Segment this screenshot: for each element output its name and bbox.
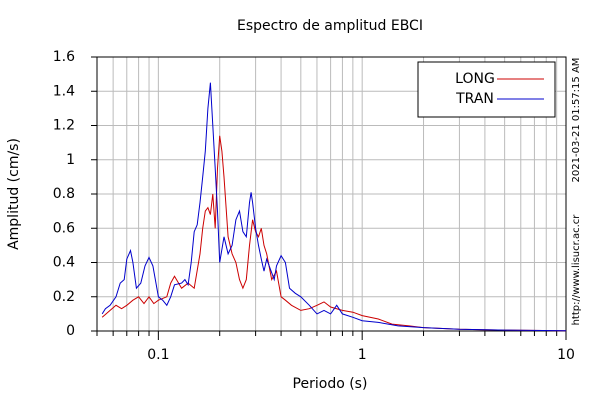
y-tick-label: 0.8: [53, 186, 75, 202]
plot-frame: [96, 56, 567, 332]
y-tick-label: 0.2: [53, 289, 75, 305]
legend-label: LONG: [455, 71, 495, 87]
series-line: [101, 82, 567, 332]
y-tick-label: 1.6: [53, 49, 75, 65]
x-tick-label: 0.1: [147, 347, 169, 363]
y-tick-label: 0.6: [53, 220, 75, 236]
source-url: http://www.lisucr.ac.cr: [571, 214, 582, 326]
series-line: [101, 135, 567, 332]
y-tick-label: 1: [66, 152, 75, 168]
y-tick-label: 0.4: [53, 255, 75, 271]
chart-title: Espectro de amplitud EBCI: [237, 18, 423, 34]
y-axis-label: Amplitud (cm/s): [6, 138, 22, 250]
x-axis-label: Periodo (s): [293, 376, 368, 392]
y-tick-label: 1.2: [53, 118, 75, 134]
timestamp: 2021-03-21 01:57:15 AM: [571, 58, 582, 183]
legend-label: TRAN: [455, 91, 494, 107]
x-tick-label: 1: [358, 347, 367, 363]
legend-box: [417, 61, 556, 118]
y-tick-label: 0: [66, 323, 75, 339]
x-tick-label: 10: [557, 347, 575, 363]
y-tick-label: 1.4: [53, 83, 75, 99]
